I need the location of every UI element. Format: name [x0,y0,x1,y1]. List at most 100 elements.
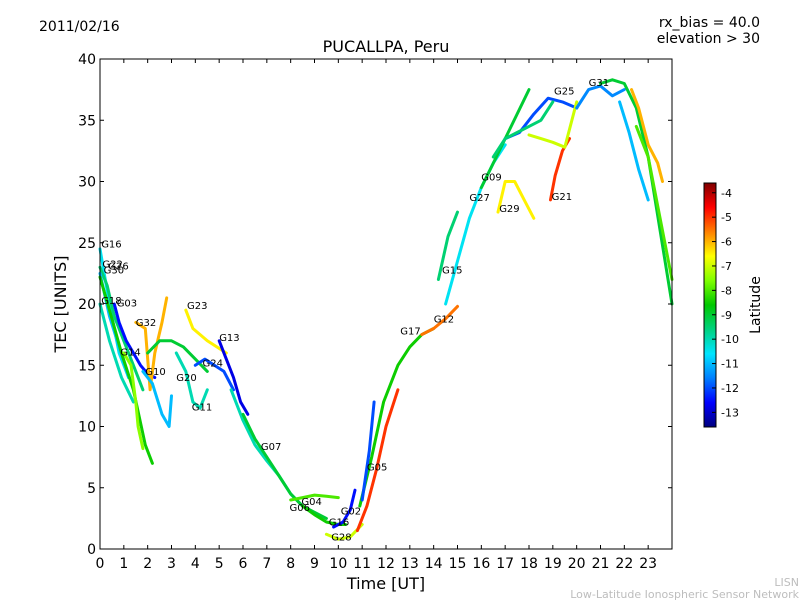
colorbar-tick-label: -12 [721,382,739,395]
x-tick-label: 23 [639,556,657,572]
series-line-g15 [436,210,459,281]
colorbar-tick-label: -7 [721,260,732,273]
satellite-label: G27 [469,193,489,204]
series-line-g31_e [618,100,650,202]
colorbar-strip [703,182,717,428]
series-line-g30 [98,275,154,465]
satellite-label: G17 [400,327,420,338]
series-line-g32 [134,296,169,392]
satellite-label: G13 [219,333,239,344]
elevation-label: elevation > 30 [657,31,760,47]
series-line-g05 [355,388,400,533]
colorbar-label: Latitude [748,276,764,334]
colorbar-tick-label: -6 [721,236,732,249]
x-tick-label: 20 [568,556,586,572]
satellite-label: G20 [176,373,196,384]
satellite-label: G18 [101,296,121,307]
satellite-label: G25 [554,87,574,98]
satellite-label: G07 [261,442,281,453]
x-axis-label: Time [UT] [346,574,425,593]
x-tick-label: 18 [520,556,538,572]
satellite-label: G14 [120,347,140,358]
series-layer [98,78,674,541]
series-line-g31_c [599,78,674,306]
series-line-g06 [241,412,328,520]
colorbar-tick-label: -9 [721,309,732,322]
y-tick-label: 15 [78,358,96,374]
series-line-g31 [527,100,579,149]
satellite-label: G16 [101,240,121,251]
colorbar-tick-label: -10 [721,333,739,346]
series-line-g12 [420,304,459,337]
y-tick-label: 40 [78,52,96,68]
series-line-g14 [122,351,145,451]
satellite-label: G04 [301,497,321,508]
series-line-g31_d [630,88,664,183]
x-tick-label: 7 [262,556,271,572]
y-tick-label: 20 [78,297,96,313]
series-line-g02 [332,488,357,529]
colorbar-tick-label: -13 [721,406,739,419]
x-tick-label: 13 [401,556,419,572]
x-tick-label: 2 [143,556,152,572]
y-tick-label: 10 [78,420,96,436]
series-line-g18 [98,302,135,404]
y-axis-label: TEC [UNITS] [51,256,70,354]
y-tick-label: 30 [78,175,96,191]
satellite-label: G31 [589,78,609,89]
footer-lisn: LISN [774,576,799,589]
x-axis-ticks: 0 1 2 3 4 5 6 7 8 9 10 11 12 13 14 15 16 17 18 19 20 21 22 23 [96,59,657,572]
series-line-g25_b [491,100,555,159]
series-line-g23 [184,308,228,355]
satellite-label: G15 [442,265,462,276]
y-tick-label: 5 [87,481,96,497]
series-line-g22 [98,265,145,392]
series-line-g31_b [575,84,626,110]
satellite-label: G09 [481,172,501,183]
x-tick-label: 0 [96,556,105,572]
y-axis-ticks: 0 5 10 15 20 25 30 35 40 [78,52,672,558]
satellite-label: G32 [136,318,156,329]
satellite-label: G11 [192,403,212,414]
x-tick-label: 9 [310,556,319,572]
x-tick-label: 10 [329,556,347,572]
chart-title: PUCALLPA, Peru [323,37,450,56]
x-tick-label: 15 [449,556,467,572]
series-line-g13 [217,339,250,416]
satellite-label: G24 [203,359,223,370]
series-line-g11 [174,351,209,410]
plot-background [100,59,672,549]
x-tick-label: 14 [425,556,443,572]
satellite-label: G10 [145,367,165,378]
satellite-label: G26 [108,262,128,273]
satellite-label: G21 [552,192,572,203]
colorbar-tick-label: -8 [721,284,732,297]
colorbar: -4 -5 -6 -7 -8 -9 -10 -11 -12 -13 Latitude [703,182,764,428]
satellite-label: G06 [290,503,310,514]
colorbar-tick-label: -5 [721,211,732,224]
satellite-label: G29 [499,204,519,215]
satellite-label: G05 [367,463,387,474]
x-tick-label: 21 [592,556,610,572]
satellite-label: G16 [329,518,349,529]
satellite-label: G23 [187,301,207,312]
series-line-g24 [193,357,235,392]
series-line-g10 [141,369,173,428]
satellite-label: G28 [331,532,351,543]
x-tick-label: 17 [496,556,514,572]
satellite-label: G12 [434,314,454,325]
x-tick-label: 5 [215,556,224,572]
x-tick-label: 4 [191,556,200,572]
satellite-label: G30 [104,265,124,276]
series-line-g31_f [634,124,674,281]
y-tick-label: 35 [78,113,96,129]
satellite-label: G02 [341,507,361,518]
series-line-g17_b [360,400,376,502]
satellite-label: G22 [102,259,122,270]
y-tick-label: 0 [87,542,96,558]
x-tick-label: 19 [544,556,562,572]
satellite-label: G03 [117,298,137,309]
